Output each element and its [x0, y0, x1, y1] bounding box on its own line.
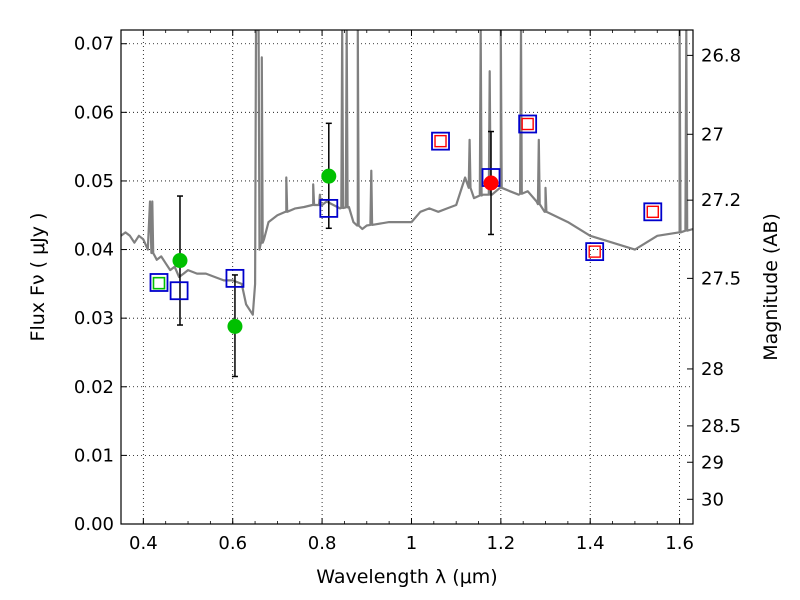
y-tick-label: 0.07 [74, 34, 114, 55]
y-tick-label: 0.01 [74, 445, 114, 466]
observed-red-square [521, 117, 534, 131]
y-axis-title: Flux Fν ( μJy ) [27, 213, 49, 342]
observed-green-point [321, 168, 337, 184]
observed-red-square [434, 134, 447, 148]
y-tick-label: 0.05 [74, 171, 114, 192]
x-tick-label: 0.4 [129, 533, 158, 554]
y-tick-label: 0.03 [74, 308, 114, 329]
observed-red-square [646, 205, 659, 219]
right-tick-label: 26.8 [701, 45, 741, 66]
axis-ticks: 0.4 0.6 0.8 1 1.2 1.4 1.6 0.00 0.01 0.02 0.03 0.04 0… [74, 30, 741, 554]
x-tick-label: 1.4 [576, 533, 605, 554]
x-tick-label: 0.8 [308, 533, 337, 554]
plot-area [120, 29, 694, 525]
right-tick-label: 30 [701, 489, 724, 510]
sed-line [121, 30, 693, 316]
x-tick-label: 1.2 [487, 533, 516, 554]
right-tick-label: 28.5 [701, 416, 741, 437]
right-tick-label: 27.2 [701, 190, 741, 211]
model-square-marker [149, 273, 169, 292]
y-tick-label: 0.06 [74, 102, 114, 123]
right-tick-label: 28 [701, 359, 724, 380]
data-points [149, 114, 663, 334]
observed-red-point [483, 175, 499, 191]
y-tick-label: 0.02 [74, 377, 114, 398]
right-tick-label: 27 [701, 124, 724, 145]
observed-green-square [152, 276, 166, 290]
y-tick-label: 0.00 [74, 514, 114, 535]
observed-green-point [227, 318, 243, 334]
model-square-marker [585, 242, 605, 262]
model-square-marker [643, 202, 663, 222]
x-axis-title: Wavelength λ (μm) [316, 566, 497, 588]
sed-line-layer [121, 30, 693, 316]
right-tick-label: 27.5 [701, 268, 741, 289]
x-tick-label: 0.6 [218, 533, 247, 554]
right-tick-label: 29 [701, 452, 724, 473]
x-tick-label: 1 [406, 533, 417, 554]
observed-green-point [172, 253, 188, 269]
y-tick-label: 0.04 [74, 240, 114, 261]
observed-red-square [588, 245, 601, 258]
model-square-marker [225, 268, 245, 288]
model-square-marker [431, 131, 450, 151]
x-tick-label: 1.6 [665, 533, 694, 554]
error-bars [176, 122, 495, 378]
grid [121, 30, 693, 525]
right-axis-title: Magnitude (AB) [760, 213, 782, 361]
model-square-marker [169, 281, 189, 301]
model-square-marker [518, 114, 538, 134]
model-square-marker [319, 198, 339, 218]
